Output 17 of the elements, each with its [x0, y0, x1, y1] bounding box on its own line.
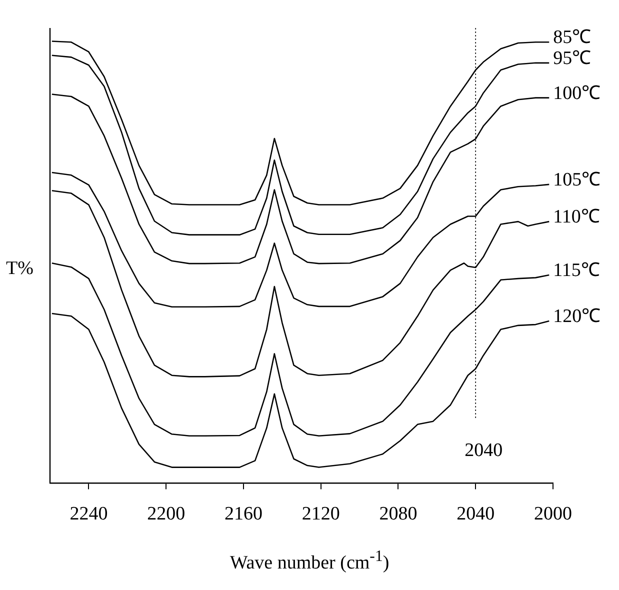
y-axis-title: T%: [6, 258, 34, 280]
x-tick-label: 2200: [147, 504, 186, 525]
x-tick-label: 2080: [379, 504, 418, 525]
series-label: 120℃: [553, 306, 601, 327]
series-label: 110℃: [553, 206, 600, 228]
series-label: 85℃: [553, 27, 592, 48]
x-tick-label: 2160: [224, 504, 262, 525]
series-label: 100℃: [553, 82, 601, 104]
ref-line-label: 2040: [464, 440, 503, 462]
x-tick-label: 2120: [302, 504, 340, 525]
series-label: 95℃: [553, 48, 592, 69]
x-axis-title: Wave number (cm$^{-1}$): [228, 548, 390, 574]
x-tick-label: 2000: [534, 504, 572, 525]
x-tick-label: 2040: [456, 504, 495, 525]
series-label: 105℃: [553, 169, 601, 190]
series-label: 115℃: [553, 260, 600, 282]
x-tick-label: 2240: [70, 504, 108, 525]
